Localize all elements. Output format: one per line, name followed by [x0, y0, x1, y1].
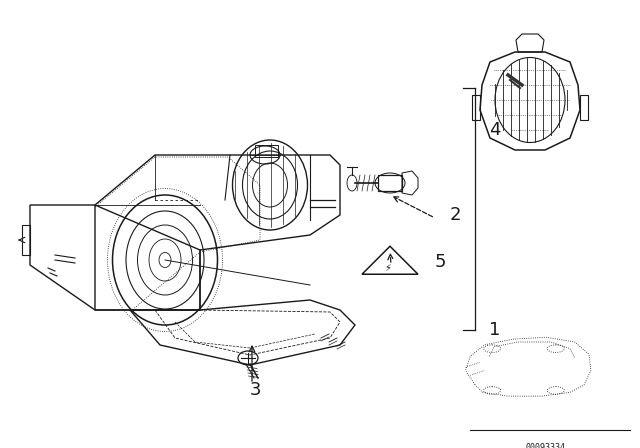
- Text: 00093334: 00093334: [525, 443, 565, 448]
- Text: 4: 4: [489, 121, 500, 139]
- Text: ⚡: ⚡: [385, 263, 392, 273]
- Text: 1: 1: [490, 321, 500, 339]
- Text: 5: 5: [435, 253, 445, 271]
- Text: 3: 3: [249, 381, 260, 399]
- Text: 2: 2: [449, 206, 461, 224]
